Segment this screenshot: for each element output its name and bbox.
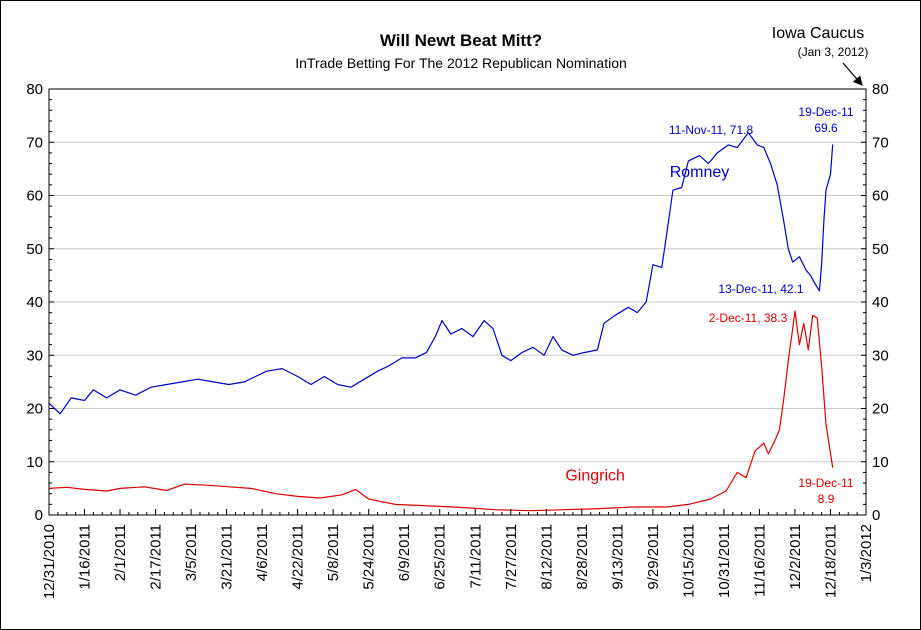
x-tick-label: 9/13/2011: [609, 524, 626, 590]
y-tick-label-right: 60: [872, 188, 889, 205]
x-tick-label: 10/15/2011: [680, 524, 697, 598]
event-title: Iowa Caucus: [772, 25, 865, 42]
annotations: 11-Nov-11, 71.8 19-Dec-11 69.6 13-Dec-11…: [669, 105, 854, 506]
series-label-romney: Romney: [670, 164, 730, 181]
y-tick-label-left: 80: [26, 81, 43, 98]
x-tick-label: 1/3/2012: [858, 524, 875, 582]
y-tick-label-left: 40: [26, 294, 43, 311]
x-tick-label: 10/31/2011: [716, 524, 733, 598]
y-tick-label-left: 10: [26, 454, 43, 471]
x-tick-label: 4/22/2011: [290, 524, 307, 590]
y-tick-label-left: 20: [26, 401, 43, 418]
annotation-romney-end-date: 19-Dec-11: [798, 105, 853, 119]
x-tick-label: 12/18/2011: [822, 524, 839, 598]
y-tick-label-right: 30: [872, 347, 889, 364]
x-tick-label: 12/2/2011: [787, 524, 804, 590]
x-tick-label: 8/28/2011: [574, 524, 591, 590]
x-tick-label: 3/5/2011: [183, 524, 200, 581]
y-tick-label-right: 10: [872, 454, 889, 471]
y-axis-right: 0 10 20 30 40 50 60 70 80: [872, 81, 889, 524]
x-tick-label: 6/9/2011: [396, 524, 413, 581]
x-tick-label: 5/24/2011: [361, 524, 378, 590]
grid-lines: [49, 141, 866, 463]
y-tick-label-right: 40: [872, 294, 889, 311]
y-tick-label-right: 50: [872, 241, 889, 258]
y-tick-label-right: 0: [872, 507, 880, 524]
y-tick-label-left: 0: [35, 507, 43, 524]
event-arrow: [842, 62, 863, 86]
x-tick-label: 7/11/2011: [467, 524, 484, 589]
chart-subtitle: InTrade Betting For The 2012 Republican …: [295, 55, 627, 71]
x-tick-label: 3/21/2011: [219, 524, 236, 590]
series-line-gingrich: [48, 310, 834, 512]
y-axis-left: 0 10 20 30 40 50 60 70 80: [26, 81, 43, 524]
annotation-gingrich-peak: 2-Dec-11, 38.3: [709, 311, 788, 325]
x-tick-label: 12/31/2010: [41, 524, 58, 599]
x-tick-label: 6/25/2011: [432, 524, 449, 590]
annotation-gingrich-end-date: 19-Dec-11: [798, 476, 853, 490]
annotation-gingrich-end-value: 8.9: [818, 492, 835, 506]
x-tick-label: 5/8/2011: [325, 524, 342, 581]
y-tick-label-left: 60: [26, 188, 43, 205]
x-axis: 12/31/2010 1/16/2011 2/1/2011 2/17/2011 3/5/…: [41, 524, 875, 599]
y-tick-label-right: 70: [872, 134, 889, 151]
x-tick-label: 2/17/2011: [148, 524, 165, 590]
y-tick-label-right: 80: [872, 81, 889, 98]
axis-ticks: [48, 88, 867, 516]
series-line-romney: [48, 132, 834, 415]
chart-title: Will Newt Beat Mitt?: [380, 31, 542, 50]
y-tick-label-left: 50: [26, 241, 43, 258]
y-tick-label-left: 70: [26, 134, 43, 151]
event-subtitle: (Jan 3, 2012): [798, 45, 869, 59]
x-tick-label: 1/16/2011: [77, 524, 94, 590]
y-tick-label-right: 20: [872, 401, 889, 418]
x-tick-label: 2/1/2011: [112, 524, 129, 581]
annotation-romney-peak: 11-Nov-11, 71.8: [669, 123, 754, 137]
series-labels: Romney Gingrich: [565, 164, 729, 485]
series-label-gingrich: Gingrich: [565, 467, 625, 484]
x-tick-label: 9/29/2011: [645, 524, 662, 590]
series-lines: [48, 132, 834, 512]
y-tick-label-left: 30: [26, 347, 43, 364]
annotation-romney-low: 13-Dec-11, 42.1: [718, 282, 803, 296]
x-tick-label: 8/12/2011: [538, 524, 555, 590]
x-tick-label: 7/27/2011: [503, 524, 520, 590]
x-tick-label: 11/16/2011: [751, 524, 768, 597]
annotation-romney-end-value: 69.6: [814, 121, 838, 135]
x-tick-label: 4/6/2011: [254, 524, 271, 581]
